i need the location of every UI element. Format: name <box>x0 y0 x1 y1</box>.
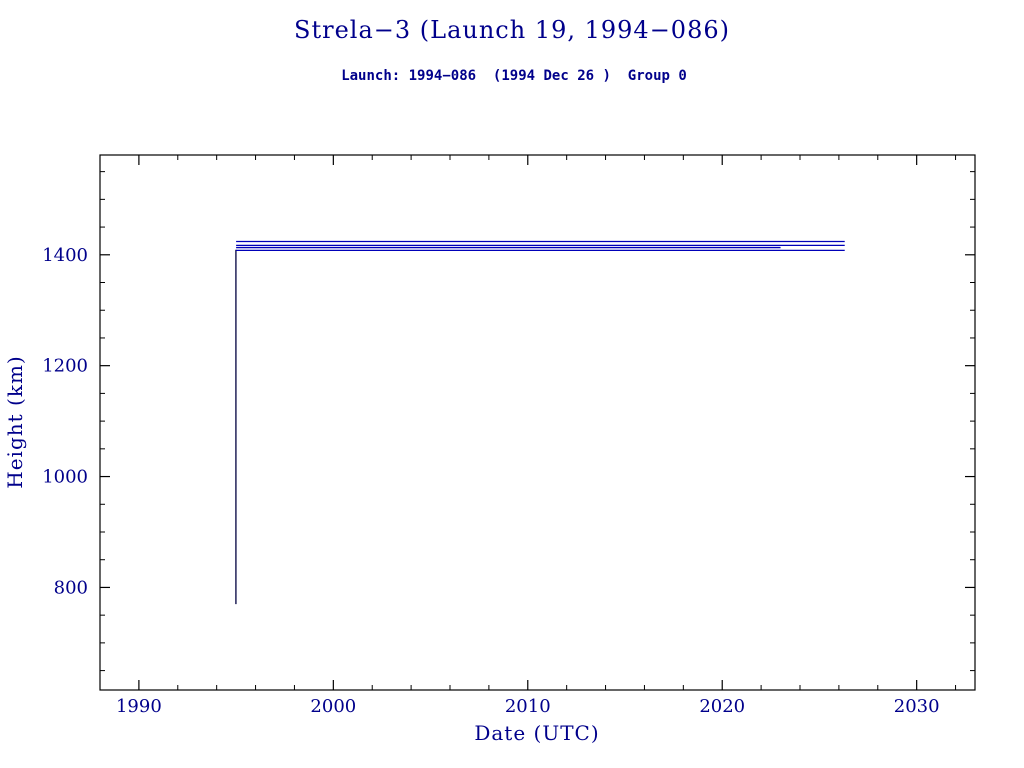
x-tick-label: 2000 <box>310 696 356 717</box>
y-axis-label: Height (km) <box>3 355 27 488</box>
y-tick-label: 800 <box>54 577 88 598</box>
x-axis-label: Date (UTC) <box>474 721 599 745</box>
y-tick-label: 1400 <box>42 245 88 266</box>
chart-subtitle: Launch: 1994−086 (1994 Dec 26 ) Group 0 <box>341 68 687 84</box>
y-tick-label: 1000 <box>42 467 88 488</box>
x-tick-label: 2010 <box>505 696 551 717</box>
y-tick-label: 1200 <box>42 356 88 377</box>
x-tick-label: 1990 <box>116 696 162 717</box>
x-tick-label: 2020 <box>699 696 745 717</box>
plot-area: 1990 2000 2010 2020 2030 800 1000 1200 1400 <box>42 154 976 717</box>
chart-title: Strela−3 (Launch 19, 1994−086) <box>294 16 730 44</box>
axes-frame <box>99 154 976 691</box>
x-tick-label: 2030 <box>894 696 940 717</box>
